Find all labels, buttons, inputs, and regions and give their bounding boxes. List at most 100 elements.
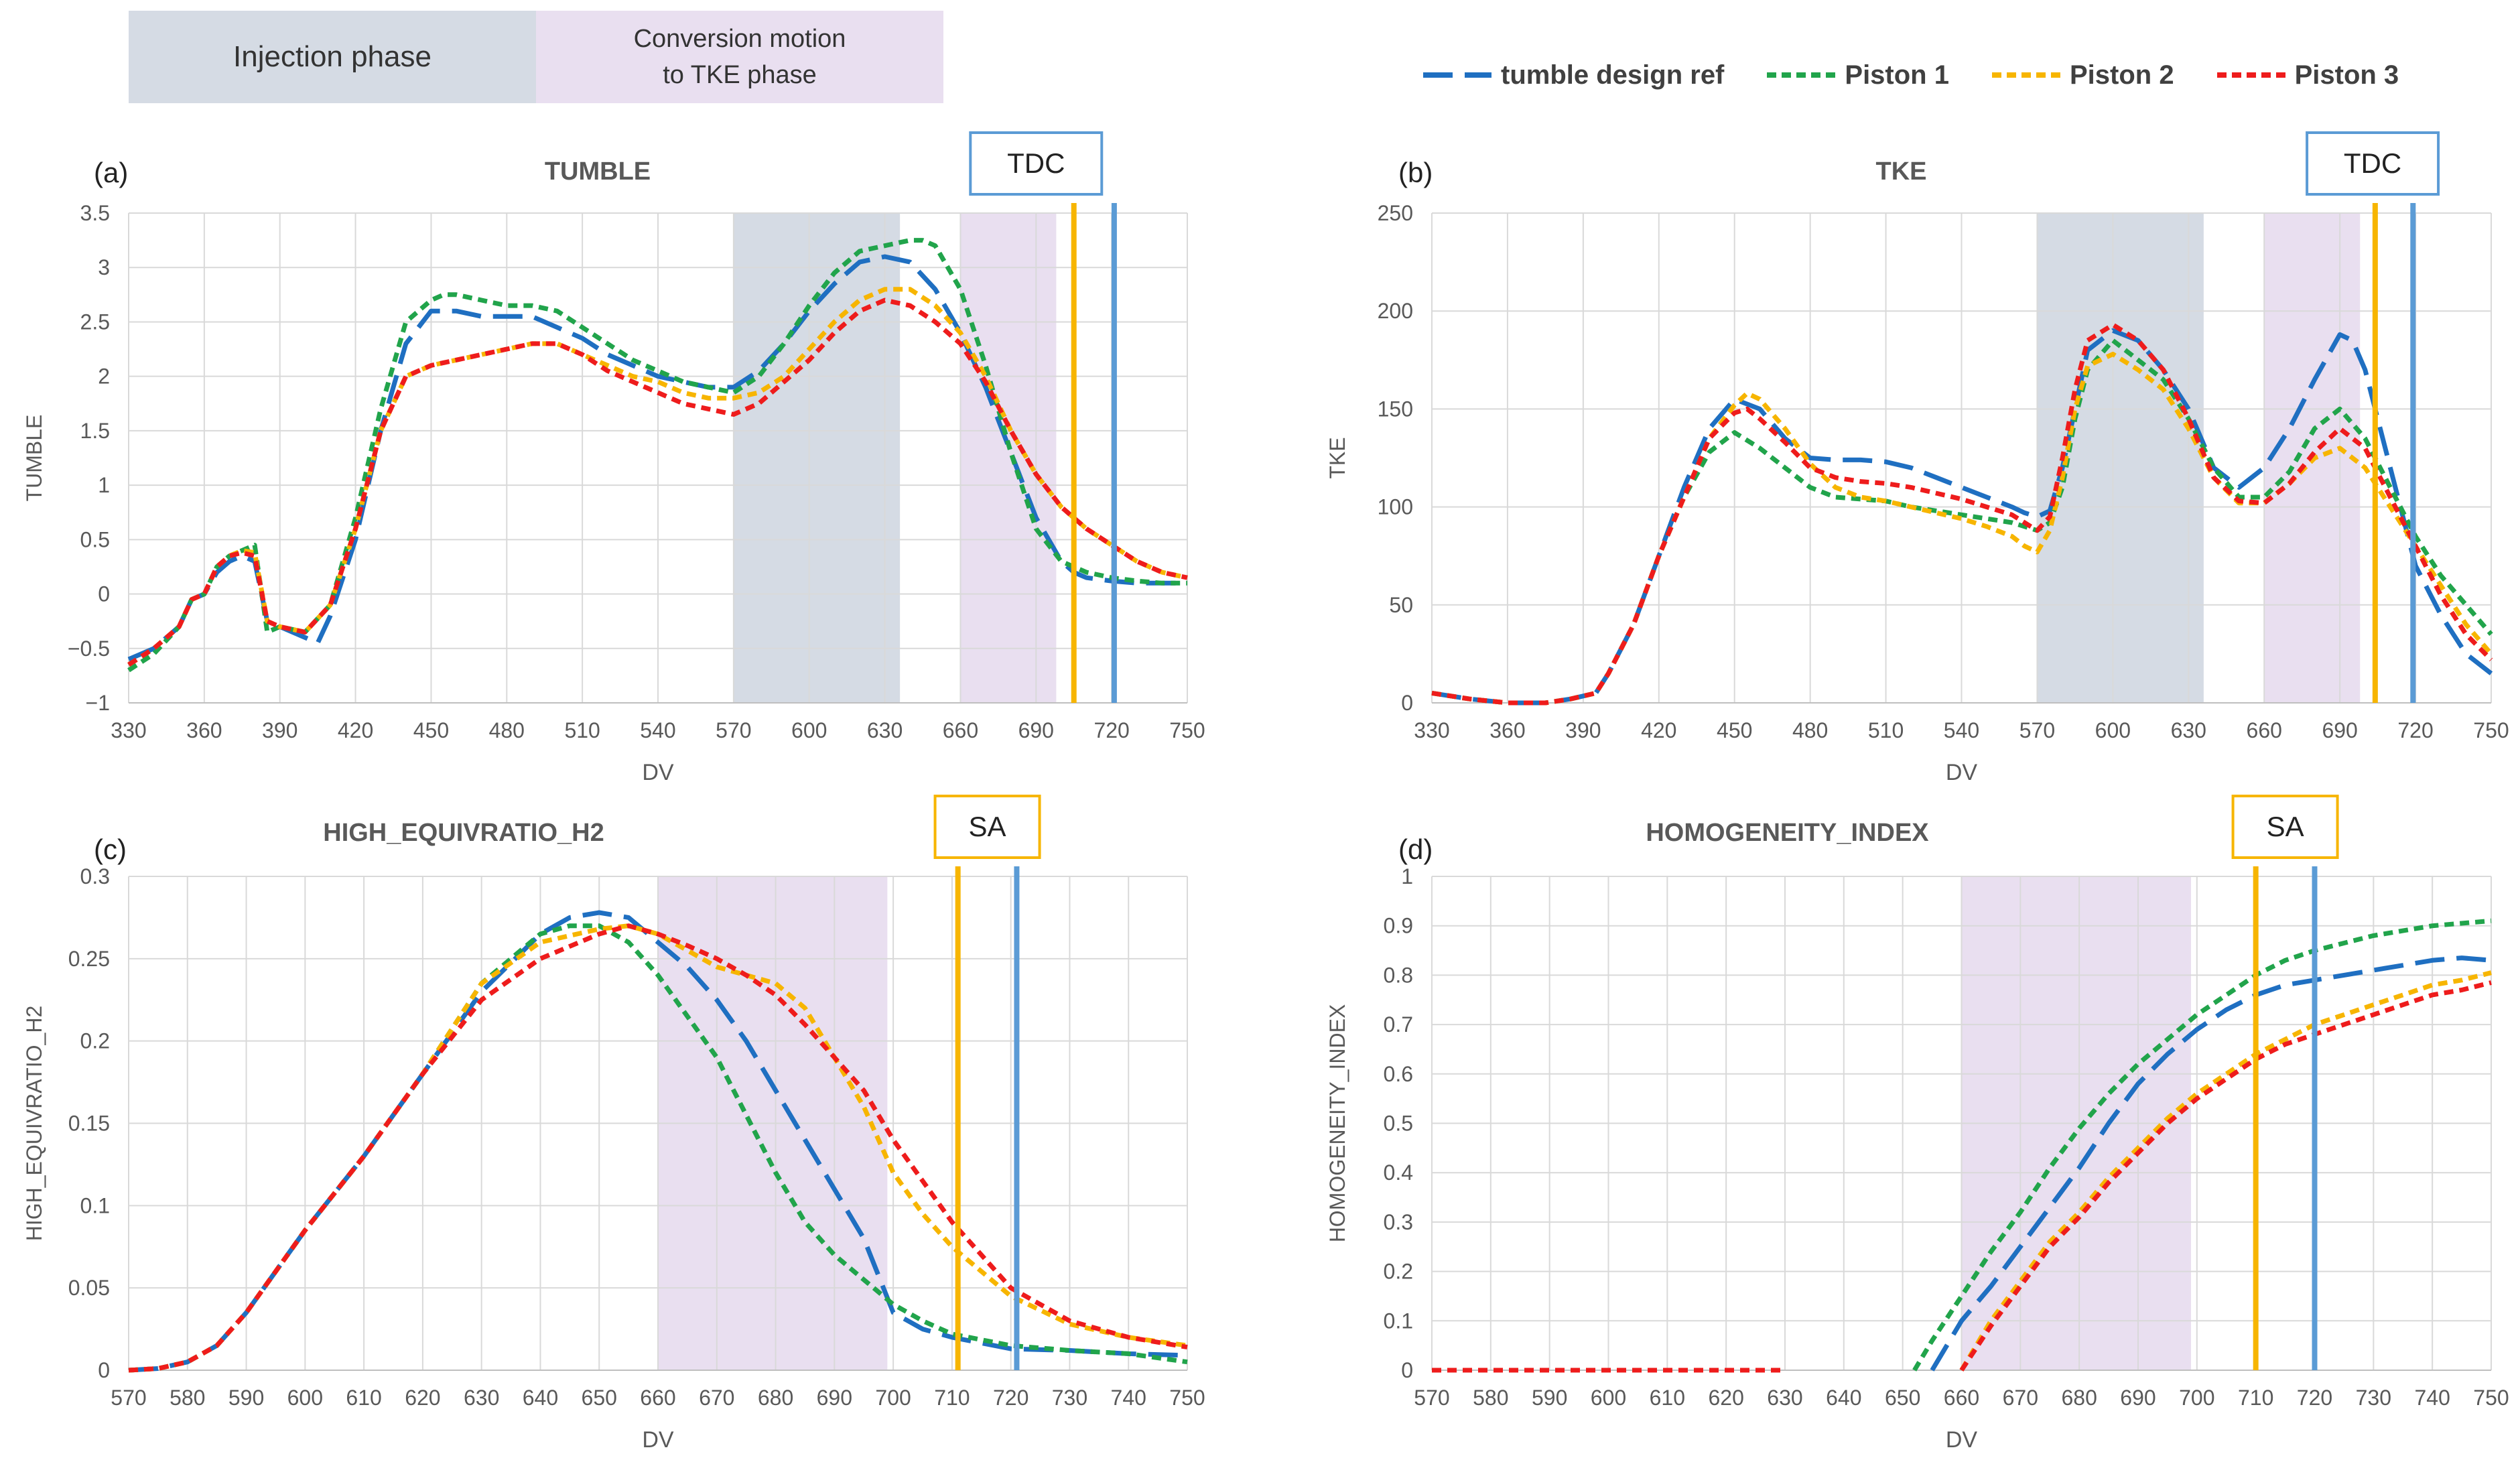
x-tick-label: 690 bbox=[2120, 1386, 2156, 1410]
x-tick-label: 420 bbox=[1641, 718, 1676, 742]
marker-label: TDC bbox=[1007, 147, 1065, 179]
x-tick-label: 640 bbox=[523, 1386, 558, 1410]
x-tick-label: 690 bbox=[817, 1386, 852, 1410]
x-tick-label: 630 bbox=[2171, 718, 2206, 742]
x-tick-label: 700 bbox=[2179, 1386, 2214, 1410]
phase-band-conversion bbox=[960, 213, 1056, 703]
x-tick-label: 390 bbox=[1565, 718, 1601, 742]
y-tick-label: 0.15 bbox=[68, 1112, 110, 1136]
figure-canvas: 330 360 390 420 450 480 510 540 570 600 630 660 690 7… bbox=[0, 0, 2520, 1462]
x-tick-label: 540 bbox=[1944, 718, 1979, 742]
x-tick-label: 680 bbox=[2061, 1386, 2097, 1410]
x-tick-label: 640 bbox=[1826, 1386, 1861, 1410]
y-tick-label: 0.2 bbox=[1384, 1260, 1413, 1284]
y-axis-title: HIGH_EQUIVRATIO_H2 bbox=[22, 1006, 46, 1241]
x-tick-label: 420 bbox=[338, 718, 373, 742]
x-tick-label: 390 bbox=[262, 718, 297, 742]
x-tick-label: 630 bbox=[1767, 1386, 1802, 1410]
x-tick-label: 330 bbox=[1414, 718, 1449, 742]
chart-title: HIGH_EQUIVRATIO_H2 bbox=[323, 819, 604, 847]
chart-title: TUMBLE bbox=[545, 157, 651, 186]
y-tick-label: 0.8 bbox=[1384, 963, 1413, 987]
y-axis-title: TUMBLE bbox=[22, 415, 46, 502]
x-tick-label: 740 bbox=[2414, 1386, 2450, 1410]
x-tick-label: 740 bbox=[1111, 1386, 1146, 1410]
x-tick-label: 660 bbox=[2247, 718, 2282, 742]
x-tick-label: 690 bbox=[1018, 718, 1054, 742]
y-tick-label: 0.1 bbox=[80, 1193, 110, 1217]
panel-label: (c) bbox=[94, 834, 127, 865]
x-tick-label: 670 bbox=[2003, 1386, 2038, 1410]
y-tick-label: 0.5 bbox=[1384, 1112, 1413, 1136]
chart-title: TKE bbox=[1876, 157, 1927, 186]
x-tick-label: 450 bbox=[1717, 718, 1752, 742]
panel-label: (d) bbox=[1398, 834, 1433, 865]
x-axis-title: DV bbox=[642, 760, 674, 785]
y-axis-title: HOMOGENEITY_INDEX bbox=[1325, 1004, 1349, 1243]
x-tick-label: 660 bbox=[640, 1386, 675, 1410]
y-axis-title: TKE bbox=[1325, 437, 1349, 478]
x-tick-label: 570 bbox=[1414, 1386, 1449, 1410]
x-tick-label: 450 bbox=[413, 718, 449, 742]
x-tick-label: 330 bbox=[111, 718, 146, 742]
x-tick-label: 580 bbox=[170, 1386, 205, 1410]
y-tick-label: 250 bbox=[1378, 201, 1413, 225]
marker-label: SA bbox=[2267, 811, 2304, 842]
x-axis-title: DV bbox=[1946, 1427, 1978, 1453]
x-tick-label: 600 bbox=[287, 1386, 323, 1410]
x-tick-label: 600 bbox=[791, 718, 827, 742]
x-tick-label: 710 bbox=[934, 1386, 970, 1410]
x-tick-label: 610 bbox=[346, 1386, 381, 1410]
y-tick-label: −1 bbox=[86, 691, 110, 715]
x-tick-label: 700 bbox=[875, 1386, 911, 1410]
x-tick-label: 690 bbox=[2322, 718, 2357, 742]
x-tick-label: 570 bbox=[716, 718, 751, 742]
y-tick-label: 0 bbox=[98, 582, 110, 606]
x-tick-label: 480 bbox=[489, 718, 525, 742]
x-tick-label: 360 bbox=[186, 718, 222, 742]
x-tick-label: 630 bbox=[867, 718, 903, 742]
phase-band-injection bbox=[734, 213, 900, 703]
chart-panel-c: 570 580 590 600 610 620 630 640 650 660 670 680 690 7… bbox=[22, 796, 1205, 1453]
y-tick-label: 0 bbox=[98, 1358, 110, 1382]
chart-title: HOMOGENEITY_INDEX bbox=[1646, 819, 1929, 847]
x-tick-label: 660 bbox=[943, 718, 978, 742]
x-tick-label: 510 bbox=[564, 718, 600, 742]
y-tick-label: 0.7 bbox=[1384, 1012, 1413, 1037]
x-tick-label: 580 bbox=[1473, 1386, 1508, 1410]
y-tick-label: 0.2 bbox=[80, 1029, 110, 1053]
x-tick-label: 570 bbox=[111, 1386, 146, 1410]
y-tick-label: 0.5 bbox=[80, 527, 110, 551]
x-tick-label: 720 bbox=[2297, 1386, 2332, 1410]
x-tick-label: 720 bbox=[1093, 718, 1129, 742]
y-tick-label: 2.5 bbox=[80, 310, 110, 334]
x-tick-label: 670 bbox=[699, 1386, 734, 1410]
y-tick-label: 0.1 bbox=[1384, 1309, 1413, 1333]
y-tick-label: 0.4 bbox=[1384, 1160, 1413, 1185]
y-tick-label: 0.9 bbox=[1384, 914, 1413, 938]
y-tick-label: 3 bbox=[98, 255, 110, 279]
y-tick-label: 0.25 bbox=[68, 947, 110, 971]
x-tick-label: 600 bbox=[1591, 1386, 1626, 1410]
chart-panel-a: 330 360 390 420 450 480 510 540 570 600 630 660 690 7… bbox=[22, 133, 1205, 785]
y-tick-label: 150 bbox=[1378, 397, 1413, 421]
chart-panel-b: 330 360 390 420 450 480 510 540 570 600 630 660 690 7… bbox=[1325, 133, 2509, 785]
y-tick-label: 50 bbox=[1389, 593, 1413, 617]
y-tick-label: 0.3 bbox=[1384, 1210, 1413, 1234]
x-tick-label: 750 bbox=[2473, 1386, 2509, 1410]
y-tick-label: 2 bbox=[98, 364, 110, 389]
x-tick-label: 750 bbox=[1169, 718, 1205, 742]
x-tick-label: 590 bbox=[1532, 1386, 1567, 1410]
x-tick-label: 650 bbox=[1885, 1386, 1920, 1410]
x-tick-label: 730 bbox=[2356, 1386, 2391, 1410]
x-tick-label: 710 bbox=[2238, 1386, 2273, 1410]
y-tick-label: 1 bbox=[98, 473, 110, 497]
x-tick-label: 480 bbox=[1792, 718, 1828, 742]
panel-label: (a) bbox=[94, 157, 128, 188]
marker-label: TDC bbox=[2344, 147, 2401, 179]
x-tick-label: 360 bbox=[1489, 718, 1525, 742]
x-tick-label: 630 bbox=[464, 1386, 499, 1410]
y-tick-label: 200 bbox=[1378, 299, 1413, 323]
x-tick-label: 660 bbox=[1944, 1386, 1979, 1410]
chart-panel-d: 570 580 590 600 610 620 630 640 650 660 670 680 690 7… bbox=[1325, 796, 2509, 1453]
